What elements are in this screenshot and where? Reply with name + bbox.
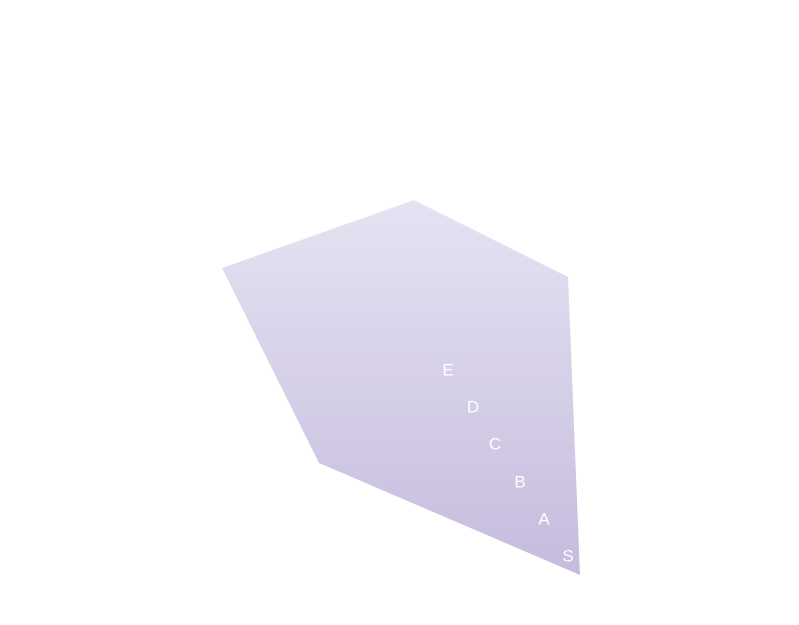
pentagon-shape bbox=[222, 200, 580, 575]
label-a: A bbox=[538, 510, 550, 529]
label-d: D bbox=[467, 398, 479, 417]
label-s: S bbox=[562, 547, 573, 566]
label-b: B bbox=[514, 473, 525, 492]
label-e: E bbox=[442, 361, 453, 380]
label-c: C bbox=[489, 435, 501, 454]
